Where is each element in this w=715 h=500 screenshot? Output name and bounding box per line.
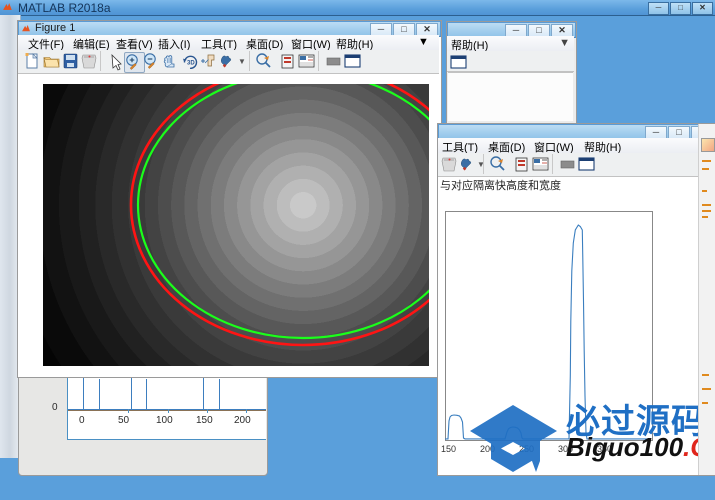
svg-text:3D: 3D xyxy=(187,61,195,67)
